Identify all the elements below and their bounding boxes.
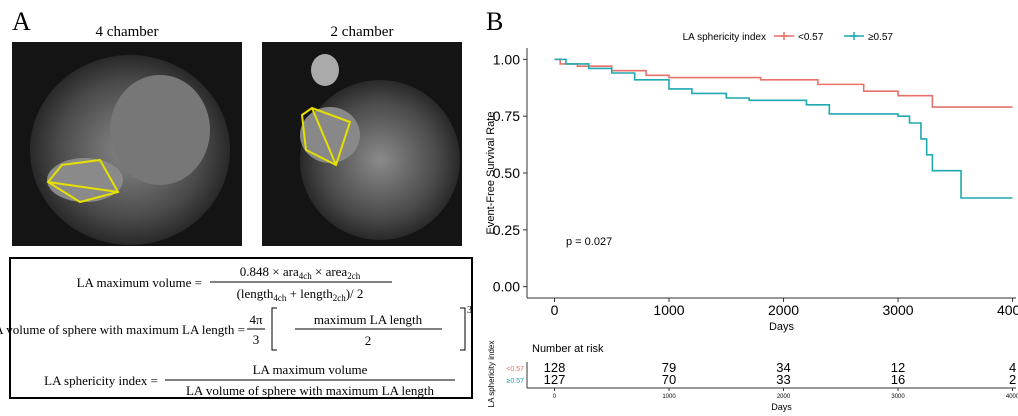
formula-part: + length (286, 286, 333, 301)
mri-image (12, 42, 242, 246)
risk-row-name: <0.57 (506, 366, 524, 373)
legend-swatch (780, 32, 788, 40)
formula-text: 3 (253, 332, 260, 347)
legend-label: ≥0.57 (868, 32, 893, 43)
risk-value: 2 (1009, 372, 1016, 387)
risk-x-tick-label: 4000 (1006, 394, 1018, 400)
formula-text: maximum LA length (314, 312, 423, 327)
risk-table: Number at risk LA sphericity index <0.57 12… (487, 341, 1018, 412)
x-axis-label: Days (769, 321, 795, 333)
formula-text: LA maximum volume (253, 362, 368, 377)
survival-chart: 0.000.250.500.751.0001000200030004000Day… (485, 32, 1018, 333)
x-tick-label: 4000 (997, 302, 1018, 318)
subscript: 4ch (299, 271, 312, 281)
risk-x-tick-label: 1000 (662, 394, 676, 400)
y-tick-label: 0.00 (493, 279, 520, 295)
mri-image (262, 42, 462, 246)
image-caption: 2 chamber (331, 24, 394, 40)
risk-value: 16 (891, 372, 905, 387)
formula-text: 0.848 × ara4ch × area2ch (240, 264, 361, 281)
annotation: p = 0.027 (566, 236, 612, 248)
image-caption: 4 chamber (96, 24, 159, 40)
y-axis-label: Event-Free Survival Rate (485, 112, 497, 235)
x-tick-label: 3000 (882, 302, 913, 318)
x-tick-label: 1000 (653, 302, 684, 318)
legend-title: LA sphericity index (683, 32, 766, 43)
formula-part: 0.848 × ara (240, 264, 299, 279)
figure: A 4 chamber 2 chamber LA maximum volume … (0, 0, 1018, 416)
risk-row-name: ≥0.57 (507, 378, 525, 385)
formula-text: 4π (249, 312, 263, 327)
formulas: LA maximum volume =0.848 × ara4ch × area… (0, 264, 472, 398)
panel-label: A (12, 7, 31, 36)
legend-label: <0.57 (798, 32, 824, 43)
subscript: 4ch (273, 293, 286, 303)
risk-title: Number at risk (532, 343, 604, 355)
legend-swatch (850, 32, 858, 40)
formula-text: (length4ch + length2ch)/ 2 (237, 286, 364, 303)
subscript: 2ch (333, 293, 346, 303)
panel-label: B (486, 7, 503, 36)
formula-part: )/ 2 (346, 286, 364, 301)
formula-part: (length (237, 286, 274, 301)
risk-x-tick-label: 3000 (891, 394, 905, 400)
risk-x-tick-label: 2000 (777, 394, 791, 400)
x-tick-label: 0 (551, 302, 559, 318)
formula-text: LA sphericity index = (44, 373, 158, 388)
risk-x-tick-label: 0 (553, 394, 557, 400)
risk-value: 127 (544, 372, 566, 387)
risk-y-label: LA sphericity index (487, 341, 496, 408)
formula-text: 2 (365, 333, 372, 348)
y-tick-label: 1.00 (493, 51, 520, 67)
formula-text: LA volume of sphere with maximum LA leng… (0, 322, 245, 337)
formula-part: × area (312, 264, 348, 279)
formula-text: LA volume of sphere with maximum LA leng… (186, 383, 435, 398)
risk-value: 33 (776, 372, 790, 387)
exponent: 3 (467, 305, 472, 316)
formula-text: LA maximum volume = (77, 275, 202, 290)
subscript: 2ch (347, 271, 360, 281)
x-tick-label: 2000 (768, 302, 799, 318)
risk-value: 70 (662, 372, 676, 387)
risk-x-label: Days (771, 402, 792, 412)
